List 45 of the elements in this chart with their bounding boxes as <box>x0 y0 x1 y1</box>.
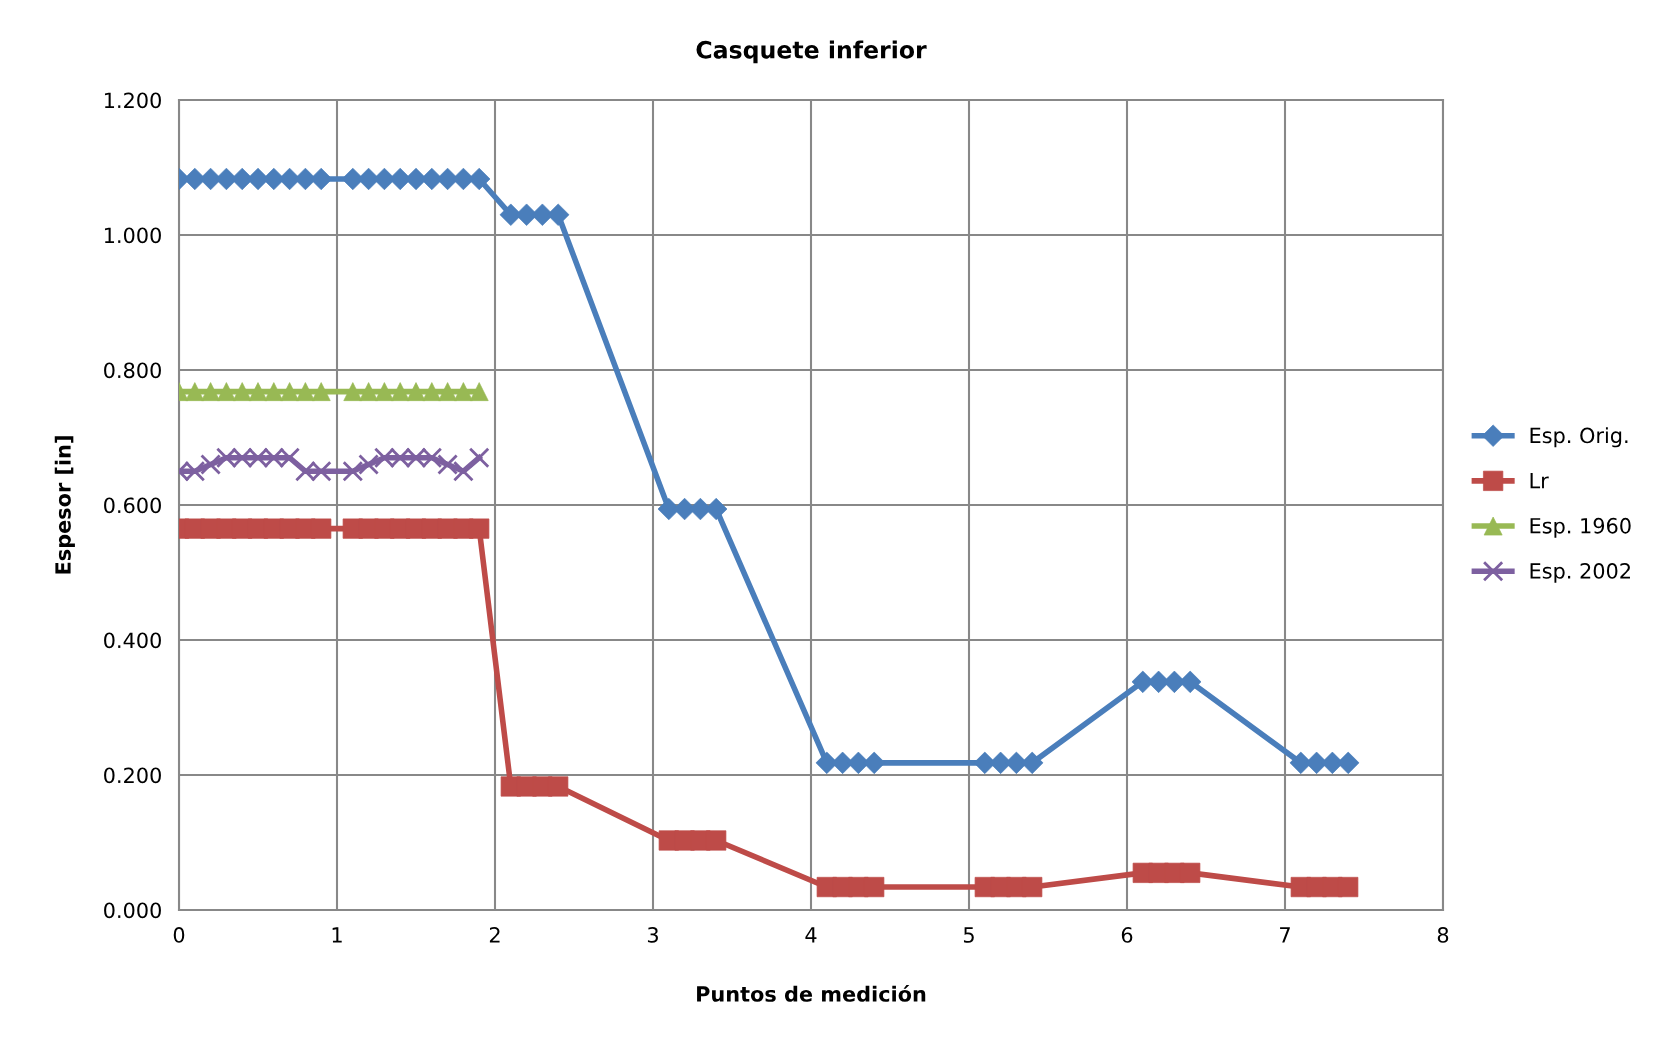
x-tick-label: 5 <box>963 927 974 943</box>
point <box>468 447 490 469</box>
point <box>437 454 459 475</box>
point <box>232 382 252 401</box>
y-tick-label: 0.200 <box>104 767 161 784</box>
point <box>452 460 474 482</box>
point <box>343 382 363 401</box>
y-tick-label: 1.000 <box>104 227 161 244</box>
y-tick-label: 1.200 <box>104 92 161 109</box>
legend-label: Esp. Orig. <box>1530 427 1628 448</box>
point <box>201 382 220 401</box>
y-tick-label: 0.600 <box>104 497 161 514</box>
y-axis-title: Espesor [in] <box>54 436 75 574</box>
x-tick-label: 8 <box>1437 927 1449 943</box>
legend-label: Esp. 1960 <box>1530 517 1631 538</box>
legend-label: Esp. 2002 <box>1530 563 1630 583</box>
x-tick-label: 3 <box>647 927 658 943</box>
point <box>1021 751 1044 774</box>
point <box>864 876 885 898</box>
x-tick-label: 2 <box>489 927 500 943</box>
point <box>311 518 332 539</box>
point <box>438 382 457 401</box>
point <box>342 460 364 482</box>
x-tick-label: 6 <box>1121 927 1133 943</box>
x-tick-label: 4 <box>805 927 817 943</box>
chart-title: Casquete inferior <box>696 40 927 64</box>
point <box>548 776 569 797</box>
point <box>863 751 886 774</box>
y-tick-label: 0.000 <box>104 902 161 919</box>
x-axis-title: Puntos de medición <box>697 984 926 1002</box>
point <box>1338 876 1359 898</box>
point <box>358 454 380 475</box>
point <box>1180 862 1201 883</box>
y-tick-label: 0.800 <box>104 362 161 379</box>
point <box>547 203 570 226</box>
point <box>200 454 222 475</box>
point <box>422 382 442 401</box>
x-tick-label: 1 <box>332 927 342 943</box>
point <box>469 382 489 401</box>
x-tick-label: 0 <box>173 927 185 943</box>
x-tick-label: 7 <box>1280 927 1290 943</box>
point <box>454 382 473 401</box>
point <box>311 382 331 401</box>
y-tick-label: 0.400 <box>104 632 161 649</box>
legend-label: Lr <box>1530 472 1549 489</box>
